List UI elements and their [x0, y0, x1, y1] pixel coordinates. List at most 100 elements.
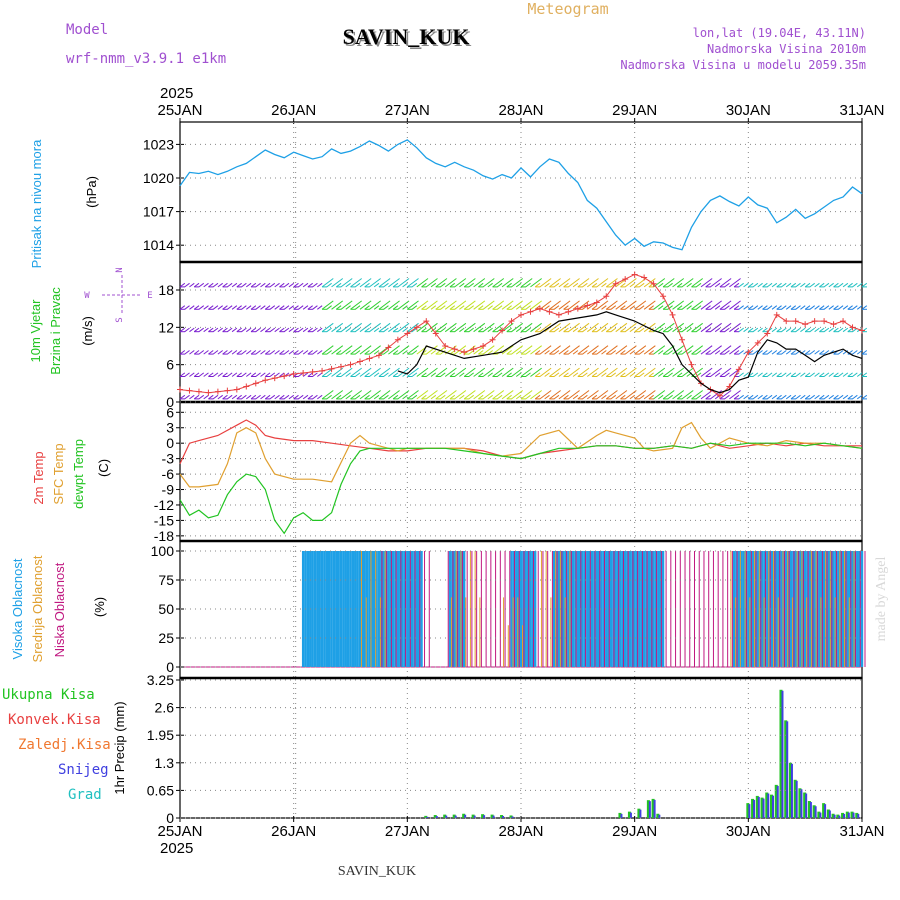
- wind-barb: [615, 345, 628, 355]
- wind-barb: [572, 327, 579, 333]
- wind-barb: [847, 350, 853, 355]
- gust-marker: [499, 327, 506, 334]
- precip-total-bar: [845, 811, 849, 818]
- wind-barb: [392, 394, 399, 400]
- wind-barb: [402, 305, 408, 310]
- wind-barb: [790, 305, 797, 310]
- wind-barb: [279, 350, 285, 355]
- precip-bars: [424, 689, 860, 818]
- wind-barb: [430, 282, 437, 288]
- wind-barb: [515, 282, 522, 288]
- wind-barb: [269, 305, 276, 310]
- wind-barb: [681, 322, 694, 333]
- wind-barb: [373, 305, 380, 310]
- high-cloud-bar: [306, 551, 310, 667]
- wind-barb: [695, 350, 702, 355]
- high-cloud-bar: [403, 551, 407, 667]
- wind-barb: [525, 327, 531, 333]
- wind-barb: [198, 282, 205, 288]
- wind-barb: [591, 372, 598, 377]
- wind-barb: [695, 305, 702, 310]
- wind-barb: [757, 350, 763, 355]
- wind-barb: [421, 305, 427, 310]
- precip-snow-bar: [776, 785, 779, 818]
- temp-label-sfc: SFC Temp: [51, 443, 66, 504]
- wind-barb: [407, 278, 419, 288]
- wind-barb: [179, 282, 186, 288]
- wind-barb: [407, 367, 419, 377]
- wind-barb: [444, 278, 457, 288]
- wind-barb: [293, 350, 299, 355]
- wind-barb: [705, 305, 711, 310]
- bottom-tick-label: 27JAN: [385, 823, 430, 840]
- wind-barb: [364, 282, 370, 288]
- wind-barb: [473, 300, 486, 310]
- precip-total-bar: [490, 814, 494, 818]
- high-cloud-bar: [451, 551, 454, 667]
- wind-barb: [246, 350, 252, 355]
- precip-total-bar: [481, 814, 485, 818]
- wind-barb: [705, 350, 711, 355]
- wind-barb: [501, 300, 514, 310]
- wind-barb: [231, 372, 238, 377]
- gust-marker: [745, 349, 752, 356]
- wind-barb: [269, 282, 276, 288]
- wind-barb: [283, 305, 290, 310]
- wind-barb: [648, 350, 654, 355]
- y-tick-label: 6: [166, 357, 174, 373]
- wind-barb: [492, 278, 505, 288]
- cloud-label-low: Niska Oblacnost: [52, 562, 67, 657]
- gust-marker: [574, 305, 581, 312]
- high-cloud-bar: [732, 551, 736, 667]
- gust-marker: [233, 386, 240, 393]
- wind-barb: [288, 350, 295, 355]
- gust-marker: [735, 366, 742, 373]
- high-cloud-bar: [320, 551, 324, 667]
- wind-barb: [208, 350, 214, 355]
- wind-barb: [416, 300, 429, 310]
- wind-barb: [208, 327, 214, 333]
- wind-barb: [407, 390, 419, 400]
- wind-barb: [440, 394, 446, 400]
- wind-barb: [392, 327, 399, 333]
- precip-snow-bar: [786, 721, 789, 818]
- gust-marker: [773, 311, 780, 318]
- wind-barb: [407, 300, 419, 310]
- wind-barb: [212, 372, 219, 377]
- wind-barb: [748, 394, 754, 400]
- wind-barb: [738, 305, 744, 310]
- wind-barb: [629, 305, 636, 310]
- precip-snow-bar: [843, 813, 846, 818]
- high-cloud-bar: [851, 551, 854, 667]
- wind-barb: [246, 327, 252, 333]
- wind-barb: [416, 390, 429, 400]
- wind-barb: [643, 345, 656, 355]
- temp-label-2m: 2m Temp: [31, 451, 46, 504]
- t2m-series: [179, 419, 862, 465]
- wind-barb: [217, 327, 223, 333]
- wind-barb: [298, 350, 304, 355]
- wind-barb: [719, 367, 732, 377]
- wind-barb: [307, 350, 313, 355]
- high-cloud-bar: [515, 551, 518, 667]
- wind-barb: [321, 345, 334, 355]
- gust-marker: [309, 368, 316, 375]
- high-cloud-bar: [560, 551, 563, 667]
- wind-barb: [383, 327, 389, 333]
- wind-barb: [800, 282, 806, 288]
- gust-marker: [716, 392, 723, 399]
- wind-barb: [468, 350, 475, 355]
- wind-barb: [444, 367, 457, 377]
- high-cloud-bar: [773, 551, 776, 667]
- pressure-unit: (hPa): [84, 176, 99, 208]
- wind-barb: [771, 282, 778, 288]
- high-cloud-bar: [605, 551, 608, 667]
- wind-barb: [506, 282, 512, 288]
- wind-barb: [733, 350, 740, 355]
- wind-barb: [459, 282, 465, 288]
- wind-barb: [440, 350, 446, 355]
- high-cloud-bar: [335, 551, 338, 667]
- wind-barb: [800, 372, 806, 377]
- wind-barb: [743, 305, 749, 310]
- top-tick-label: 25JAN: [157, 102, 202, 119]
